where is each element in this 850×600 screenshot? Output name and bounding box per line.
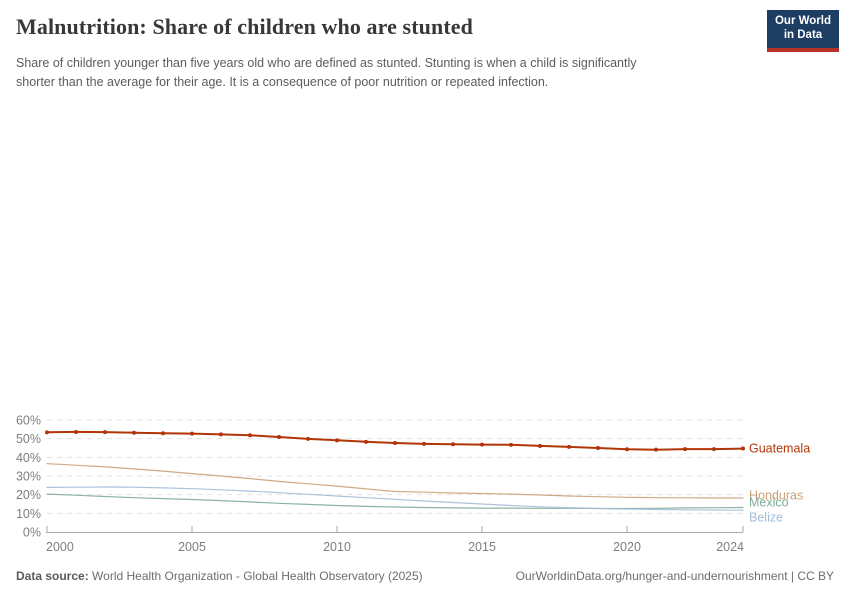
owid-logo[interactable]: Our World in Data (767, 10, 839, 52)
data-point-guatemala[interactable] (741, 446, 745, 451)
data-point-guatemala[interactable] (422, 441, 426, 446)
data-point-guatemala[interactable] (683, 447, 687, 452)
data-point-guatemala[interactable] (509, 442, 513, 447)
data-point-guatemala[interactable] (45, 430, 49, 435)
series-line-guatemala[interactable] (46, 430, 744, 451)
data-point-guatemala[interactable] (335, 438, 339, 443)
data-point-guatemala[interactable] (538, 443, 542, 448)
chart-title: Malnutrition: Share of children who are … (16, 14, 473, 39)
chart-footer: Data source: World Health Organization -… (16, 569, 834, 583)
data-point-guatemala[interactable] (103, 430, 107, 435)
y-tick-label: 50% (16, 432, 41, 446)
data-point-guatemala[interactable] (132, 430, 136, 435)
data-point-guatemala[interactable] (451, 442, 455, 447)
data-source-label: Data source: (16, 569, 89, 583)
series-line-honduras[interactable] (46, 463, 744, 499)
data-point-guatemala[interactable] (277, 434, 281, 439)
y-tick-label: 0% (23, 526, 41, 540)
x-tick-label: 2010 (323, 540, 351, 554)
data-point-guatemala[interactable] (248, 433, 252, 438)
x-tick-label: 2020 (613, 540, 641, 554)
data-point-guatemala[interactable] (364, 439, 368, 444)
data-point-guatemala[interactable] (625, 447, 629, 452)
data-point-guatemala[interactable] (74, 429, 78, 434)
data-point-guatemala[interactable] (596, 446, 600, 450)
data-point-guatemala[interactable] (567, 444, 571, 449)
data-point-guatemala[interactable] (393, 440, 397, 445)
subtitle-line-1: Share of children younger than five year… (16, 56, 637, 70)
series-label-guatemala[interactable]: Guatemala (749, 442, 810, 456)
x-tick-label: 2024 (716, 540, 744, 554)
y-tick-label: 40% (16, 451, 41, 465)
data-point-guatemala[interactable] (712, 447, 716, 452)
x-tick-label: 2015 (468, 540, 496, 554)
series-label-belize[interactable]: Belize (749, 511, 783, 525)
data-point-guatemala[interactable] (654, 447, 658, 452)
series-line-belize[interactable] (46, 486, 744, 511)
data-source-text: World Health Organization - Global Healt… (88, 569, 423, 583)
y-tick-label: 10% (16, 507, 41, 521)
data-point-guatemala[interactable] (190, 431, 194, 436)
data-point-guatemala[interactable] (161, 431, 165, 436)
subtitle-line-2: shorter than the average for their age. … (16, 75, 549, 89)
data-point-guatemala[interactable] (480, 442, 484, 447)
y-tick-label: 20% (16, 488, 41, 502)
series-label-honduras[interactable]: Honduras (749, 488, 803, 502)
data-point-guatemala[interactable] (306, 436, 310, 441)
y-tick-label: 60% (16, 414, 41, 428)
owid-url[interactable]: OurWorldinData.org/hunger-and-undernouri… (515, 569, 834, 583)
owid-logo-line1: Our World (774, 15, 831, 27)
series-line-mexico[interactable] (46, 493, 744, 510)
data-point-guatemala[interactable] (219, 432, 223, 437)
series-label-mexico[interactable]: Mexico (749, 496, 789, 510)
y-tick-label: 30% (16, 470, 41, 484)
chart-subtitle: Share of children younger than five year… (16, 54, 776, 92)
data-source: Data source: World Health Organization -… (16, 569, 423, 583)
x-tick-label: 2005 (178, 540, 206, 554)
owid-logo-line2: in Data (783, 28, 823, 41)
x-tick-label: 2000 (46, 540, 74, 554)
